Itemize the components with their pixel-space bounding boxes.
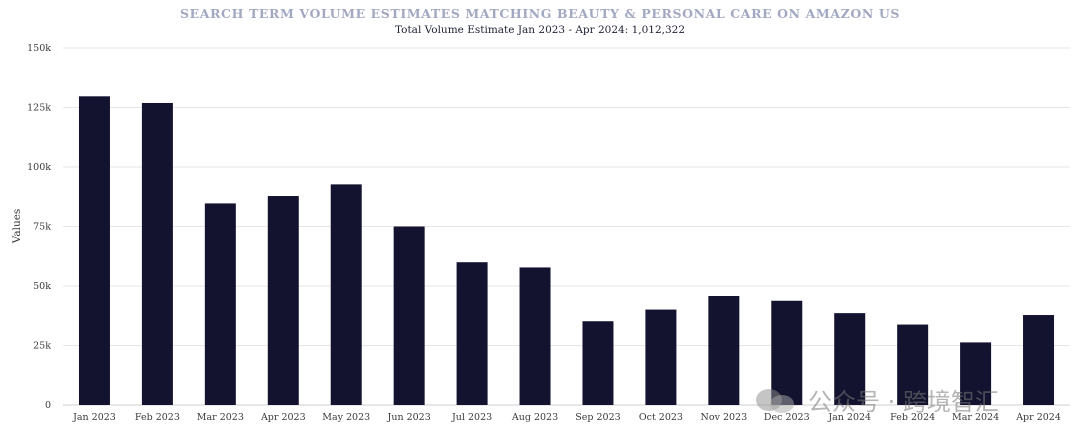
x-tick-label: Mar 2023 [197,412,244,423]
x-tick-label: Jun 2023 [387,412,431,423]
bar [645,309,677,405]
watermark: 公众号 · 跨境智汇 [756,382,999,417]
y-tick-label: 100k [27,162,51,173]
y-axis-title: Values [11,209,23,245]
y-tick-label: 50k [33,281,51,292]
x-tick-label: Jan 2023 [72,412,116,423]
x-tick-label: Dec 2023 [764,412,810,423]
chart-title: SEARCH TERM VOLUME ESTIMATES MATCHING BE… [180,6,900,21]
y-tick-label: 25k [33,341,51,352]
bar [204,203,236,405]
bar [960,342,992,405]
x-tick-label: Feb 2023 [135,412,180,423]
y-axis-ticks: 0 25k 50k 75k 100k 125k 150k [27,43,51,411]
bar [141,102,173,405]
x-tick-label: Jul 2023 [451,412,492,423]
x-tick-label: Aug 2023 [511,412,558,423]
chart-subtitle: Total Volume Estimate Jan 2023 - Apr 202… [394,24,686,36]
bar [582,321,614,405]
bar [771,300,803,405]
bar [708,295,740,405]
bar [330,184,362,405]
x-tick-label: Sep 2023 [575,412,620,423]
wechat-icon [756,385,800,415]
bar [267,196,299,405]
bars [78,96,1055,406]
y-tick-label: 0 [45,400,51,411]
bar [456,262,488,405]
x-tick-label: Apr 2023 [260,412,306,423]
x-tick-label: Apr 2024 [1015,412,1061,423]
x-tick-label: Nov 2023 [701,412,748,423]
x-axis-ticks: Jan 2023 Feb 2023 Mar 2023 Apr 2023 May 2023… [72,412,1061,423]
x-tick-label: Oct 2023 [639,412,683,423]
bar [1023,315,1055,405]
bar [897,324,929,405]
x-tick-label: Mar 2024 [952,412,999,423]
bar [393,226,425,405]
bar [78,96,110,406]
y-tick-label: 150k [27,43,51,54]
x-tick-label: Jan 2024 [827,412,871,423]
x-tick-label: May 2023 [322,412,370,423]
y-tick-label: 125k [27,103,51,114]
bar [519,267,551,405]
watermark-text: 公众号 · 跨境智汇 [808,388,999,416]
bar [834,313,866,405]
y-tick-label: 75k [33,222,51,233]
x-tick-label: Feb 2024 [890,412,935,423]
